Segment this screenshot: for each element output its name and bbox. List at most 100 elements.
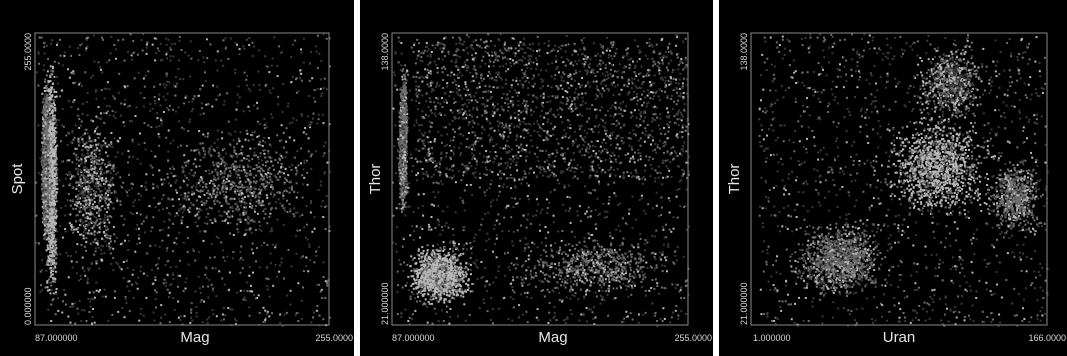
scatter-point [114, 156, 117, 158]
scatter-point [109, 181, 111, 184]
scatter-point [104, 199, 107, 202]
scatter-point [222, 39, 225, 42]
scatter-point [262, 175, 265, 178]
scatter-point [89, 140, 92, 143]
scatter-point [77, 156, 80, 159]
scatter-point [88, 202, 91, 205]
scatter-point [218, 214, 221, 217]
scatter-point [161, 120, 164, 123]
scatter-point [207, 103, 210, 105]
scatter-point [122, 121, 125, 124]
scatter-point [186, 226, 189, 228]
scatter-point [226, 212, 228, 215]
scatter-point [91, 155, 94, 158]
scatter-point [307, 95, 310, 97]
scatter-point [55, 239, 58, 241]
scatter-point [96, 205, 99, 208]
scatter-point [227, 222, 229, 225]
scatter-point [208, 182, 211, 185]
scatter-point [200, 299, 203, 302]
scatter-point [82, 166, 85, 169]
scatter-point [46, 213, 49, 216]
scatter-point [272, 195, 275, 198]
scatter-point [77, 214, 80, 216]
scatter-point [87, 184, 90, 187]
scatter-point [199, 113, 202, 116]
scatter-point [218, 163, 221, 166]
scatter-point [234, 170, 237, 173]
scatter-point [76, 196, 79, 199]
scatter-point [128, 290, 131, 293]
scatter-point [249, 89, 252, 92]
scatter-point [54, 126, 57, 129]
scatter-point [42, 147, 45, 150]
scatter-point [73, 136, 76, 139]
scatter-point [97, 194, 100, 197]
scatter-point [52, 171, 55, 174]
scatter-point [64, 293, 67, 296]
scatter-point [197, 275, 200, 278]
scatter-point [97, 239, 99, 242]
scatter-point [268, 156, 271, 158]
scatter-point [103, 219, 106, 222]
scatter-point [47, 255, 50, 258]
scatter-point [119, 243, 122, 246]
scatter-plot-mag-thor: 138.0000 21.000000 87.000000 255.0000 Ma… [367, 32, 712, 346]
scatter-point [87, 193, 90, 196]
scatter-point [52, 269, 55, 271]
scatter-point [53, 262, 55, 264]
scatter-point [84, 196, 86, 199]
scatter-point [284, 209, 287, 212]
scatter-point [262, 204, 265, 207]
scatter-point [79, 210, 82, 213]
scatter-point [159, 42, 162, 45]
scatter-point [158, 125, 161, 128]
scatter-point [255, 154, 257, 157]
scatter-point [110, 141, 113, 144]
scatter-point [50, 133, 53, 136]
scatter-point [203, 61, 206, 64]
scatter-point [180, 207, 183, 210]
scatter-point [172, 277, 175, 280]
scatter-point [95, 262, 98, 265]
scatter-point [259, 224, 262, 227]
scatter-point [192, 249, 195, 252]
scatter-point [52, 190, 55, 193]
scatter-point [315, 254, 318, 257]
scatter-point [111, 110, 114, 113]
scatter-point [306, 223, 309, 226]
scatter-point [165, 37, 168, 40]
scatter-point [69, 255, 72, 257]
scatter-point [152, 311, 155, 314]
scatter-point [136, 224, 139, 227]
scatter-point [229, 154, 232, 157]
scatter-point [180, 49, 183, 51]
scatter-point [89, 217, 92, 220]
scatter-point [233, 190, 236, 193]
scatter-point [182, 170, 185, 173]
scatter-point [65, 134, 68, 137]
scatter-point [246, 281, 249, 284]
scatter-point [75, 187, 78, 190]
scatter-point [259, 193, 262, 195]
scatter-point [310, 121, 313, 124]
scatter-point [50, 257, 53, 260]
scatter-point [169, 59, 172, 62]
scatter-point [322, 216, 325, 218]
scatter-point [250, 207, 253, 209]
scatter-point [317, 188, 320, 191]
scatter-point [41, 269, 43, 272]
scatter-point [43, 166, 46, 168]
scatter-point [236, 176, 239, 179]
scatter-point [90, 219, 93, 222]
scatter-point [246, 185, 249, 188]
scatter-point [49, 246, 52, 249]
scatter-point [106, 145, 109, 148]
scatter-point [265, 65, 268, 68]
scatter-point [80, 244, 83, 246]
scatter-point [42, 192, 45, 195]
scatter-point [68, 171, 71, 173]
scatter-point [166, 288, 169, 291]
scatter-point [112, 226, 115, 229]
scatter-point [261, 179, 264, 182]
